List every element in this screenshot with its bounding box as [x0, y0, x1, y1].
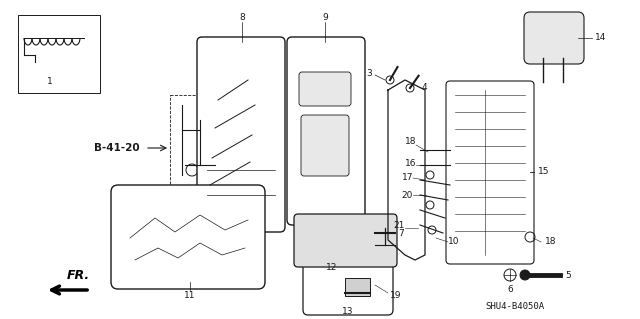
- Text: 20: 20: [402, 190, 413, 199]
- Text: 17: 17: [401, 174, 413, 182]
- Text: 11: 11: [184, 291, 196, 300]
- Text: B-41-20: B-41-20: [94, 143, 140, 153]
- Text: SHU4-B4050A: SHU4-B4050A: [485, 302, 544, 311]
- FancyBboxPatch shape: [287, 37, 365, 225]
- Text: FR.: FR.: [67, 269, 90, 282]
- Text: 18: 18: [404, 137, 416, 146]
- Text: 21: 21: [394, 220, 405, 229]
- Text: 9: 9: [322, 13, 328, 23]
- Text: 8: 8: [239, 13, 245, 23]
- FancyBboxPatch shape: [299, 72, 351, 106]
- Text: 19: 19: [390, 291, 401, 300]
- Text: 12: 12: [326, 263, 338, 272]
- Text: 16: 16: [404, 159, 416, 167]
- FancyBboxPatch shape: [111, 185, 265, 289]
- Text: 5: 5: [565, 271, 571, 279]
- Text: 13: 13: [342, 308, 354, 316]
- Text: 14: 14: [595, 33, 606, 42]
- Text: 15: 15: [538, 167, 550, 176]
- Text: 18: 18: [545, 238, 557, 247]
- FancyBboxPatch shape: [294, 214, 397, 267]
- Bar: [18, 15, 100, 93]
- Text: 4: 4: [422, 84, 428, 93]
- Bar: [170, 95, 225, 195]
- FancyBboxPatch shape: [303, 253, 393, 315]
- FancyBboxPatch shape: [524, 12, 584, 64]
- Text: 10: 10: [448, 238, 460, 247]
- Text: 3: 3: [366, 69, 372, 78]
- FancyBboxPatch shape: [301, 115, 349, 176]
- FancyBboxPatch shape: [446, 81, 534, 264]
- Circle shape: [520, 270, 530, 280]
- FancyBboxPatch shape: [197, 37, 285, 232]
- Bar: [345, 278, 370, 296]
- Text: 7: 7: [398, 228, 404, 238]
- Text: 6: 6: [507, 286, 513, 294]
- Text: 1: 1: [47, 78, 53, 86]
